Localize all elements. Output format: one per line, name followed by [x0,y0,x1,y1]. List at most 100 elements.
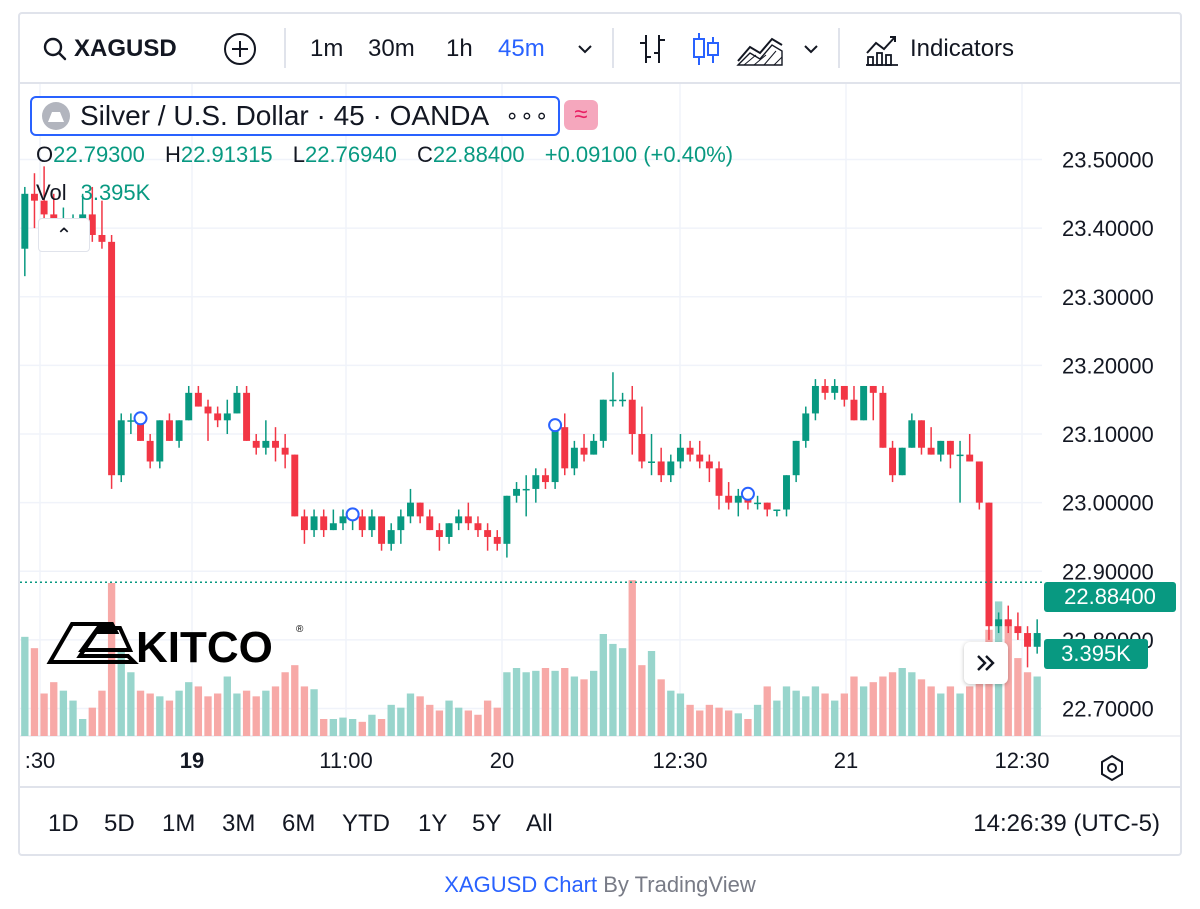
volume-bar [40,693,48,736]
time-axis-label: 12:30 [652,748,707,773]
candle-body [426,516,434,531]
chevron-down-icon [804,45,818,54]
candle-body [860,385,868,421]
interval-dropdown[interactable] [576,14,594,84]
volume-bar [426,704,434,736]
range-1d[interactable]: 1D [48,810,79,837]
chart-pane[interactable]: 23.50000 23.40000 23.30000 23.20000 23.10000… [20,84,1180,786]
candle-body [252,440,260,448]
high-key: H [165,142,181,167]
ohlc-values: O22.79300 H22.91315 L22.76940 C22.88400 … [36,142,747,168]
indicators-icon [866,36,898,66]
open-key: O [36,142,54,167]
candle-body [300,516,308,531]
compare-badge[interactable]: ≈ [564,100,598,130]
range-3m[interactable]: 3M [222,810,256,837]
volume-bar [686,704,694,736]
range-6m[interactable]: 6M [282,810,316,837]
volume-bar [310,689,318,736]
volume-bar [879,676,887,736]
volume-bar [908,672,916,736]
volume-bar [194,686,203,736]
volume-bar [146,693,154,736]
interval-30m[interactable]: 30m [368,35,415,62]
chart-style-dropdown[interactable] [802,14,820,84]
volume-bar [98,690,106,736]
volume-bar [676,693,685,736]
chart-canvas[interactable]: 23.50000 23.40000 23.30000 23.20000 23.10000… [20,84,1180,786]
candle-body [792,440,800,476]
interval-45m[interactable]: 45m [498,35,545,62]
candle-body [763,502,771,510]
candle-body [407,502,414,517]
volume-bar [802,696,810,736]
time-axis-label: 12:30 [994,748,1049,773]
range-1y[interactable]: 1Y [418,810,448,837]
chart-widget: XAGUSD 1m 30m 1h 45m [18,12,1182,856]
volume-bar [561,668,569,736]
more-options-icon[interactable]: ∘∘∘ [505,103,550,128]
volume-bar [773,700,781,736]
settings-icon[interactable] [1098,754,1126,782]
volume-bar [127,672,135,736]
volume-bar [406,693,415,736]
volume-bar [300,686,309,736]
volume-bar [734,713,742,736]
compare-button[interactable] [222,14,258,84]
candle-body [1033,633,1041,647]
range-ytd[interactable]: YTD [342,810,390,837]
collapse-legend-button[interactable]: ⌃ [38,218,90,252]
volume-bar [551,670,559,736]
candle-body [146,440,154,462]
candles-style-button[interactable] [690,14,722,84]
indicators-button[interactable]: Indicators [864,14,1014,84]
volume-bar [387,704,395,736]
timezone-clock[interactable]: 14:26:39 (UTC-5) [973,810,1160,837]
candle-body [108,241,116,476]
candle-body [927,447,935,455]
toolbar-divider [612,28,614,68]
range-1m[interactable]: 1M [162,810,196,837]
range-5d[interactable]: 5D [104,810,135,837]
volume-bar [792,690,800,736]
interval-1m[interactable]: 1m [310,35,344,62]
area-style-button[interactable] [736,14,784,84]
volume-bar [79,719,87,736]
range-5y[interactable]: 5Y [472,810,502,837]
range-all[interactable]: All [526,810,553,837]
price-axis-label: 23.40000 [1062,216,1154,241]
candle-body [705,461,713,469]
volume-bar [474,714,482,736]
legend-symbol[interactable]: Silver / U.S. Dollar · 45 · OANDA ∘∘∘ [30,96,560,136]
volume-bar [358,721,366,736]
scroll-to-realtime-button[interactable] [964,642,1008,684]
interval-1h[interactable]: 1h [446,35,473,62]
volume-bar [1014,658,1022,736]
toolbar-divider [838,28,840,68]
bars-style-button[interactable] [636,14,668,84]
symbol-search[interactable]: XAGUSD [42,14,177,84]
candle-body [387,530,395,544]
candle-body [503,495,511,544]
volume-bar [917,679,926,736]
time-axis-label: 20 [490,748,514,773]
candle-body [320,516,328,531]
candle-body [667,461,675,476]
candle-body [281,447,289,455]
time-axis-label: 21 [834,748,858,773]
candle-body [773,509,781,512]
volume-bar [136,690,145,736]
volume-legend[interactable]: Vol 3.395K [36,180,150,206]
candle-body [937,440,945,455]
kitco-logo: KITCO ® [46,622,304,668]
add-symbol-icon [224,33,256,65]
volume-bar [657,679,665,736]
attribution-link[interactable]: XAGUSD Chart [444,872,598,897]
volume-bar [667,690,675,736]
volume-price-label: 3.395K [1044,639,1148,669]
candle-body [1014,626,1022,634]
volume-bar [175,690,183,736]
candle-body [204,406,212,414]
candle-body [686,447,694,455]
volume-bar [638,665,646,736]
